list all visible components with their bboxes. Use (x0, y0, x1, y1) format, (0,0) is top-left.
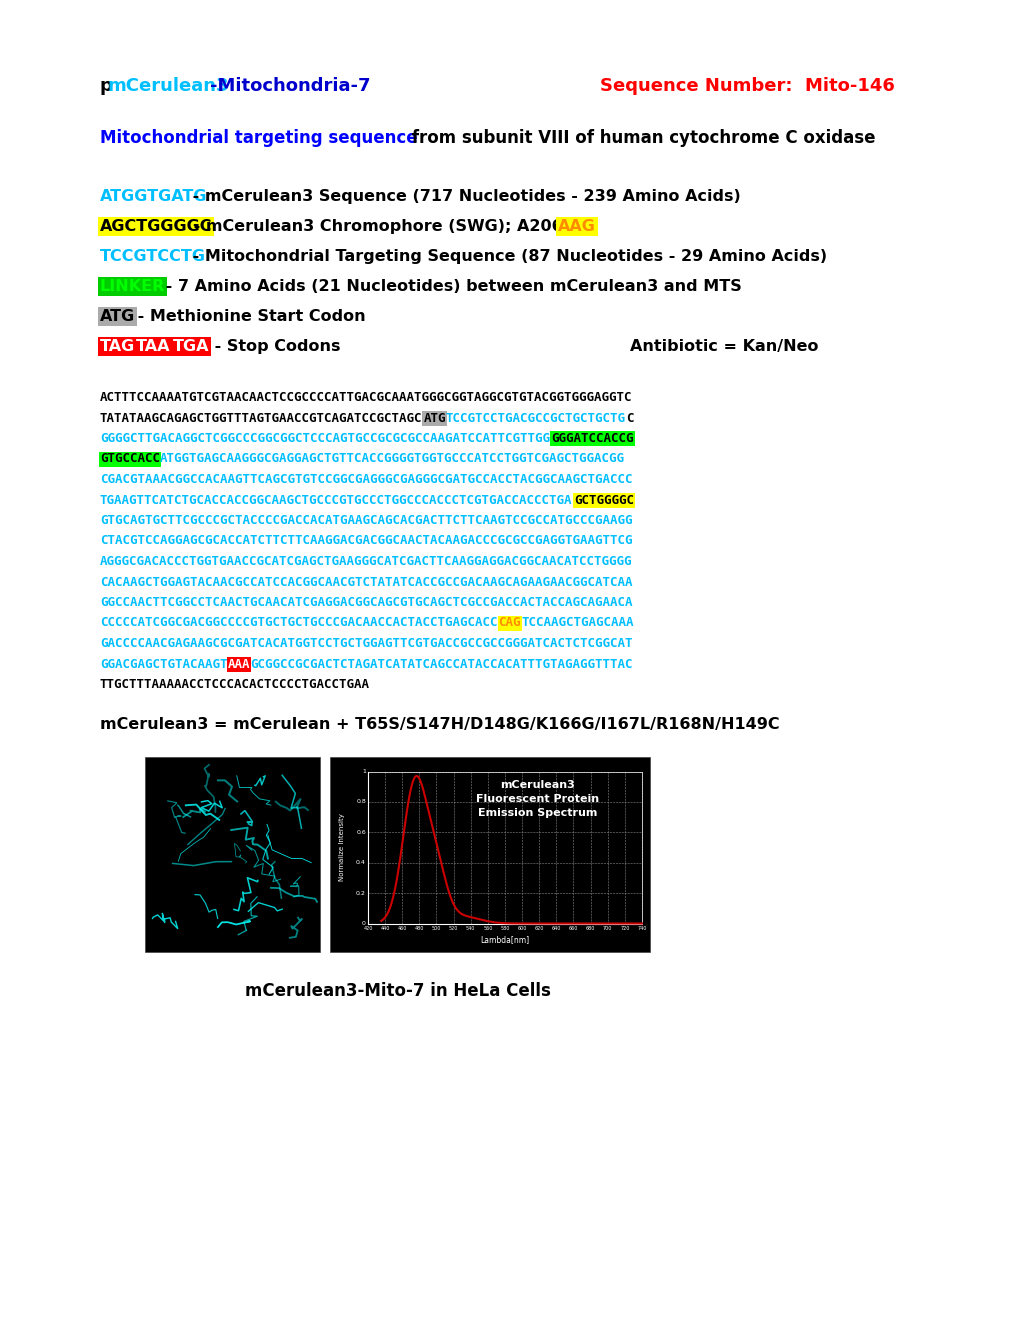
Text: GTGCAGTGCTTCGCCCGCTACCCCGACCACATGAAGCAGCACGACTTCTTCAAGTCCGCCATGCCCGAAGG: GTGCAGTGCTTCGCCCGCTACCCCGACCACATGAAGCAGC… (100, 513, 632, 527)
Text: Fluorescent Protein: Fluorescent Protein (476, 793, 599, 804)
Text: ATG: ATG (423, 412, 445, 425)
Text: 420: 420 (363, 925, 372, 931)
Text: GTGCCACC: GTGCCACC (100, 453, 160, 466)
Text: mCerulean3-Mito-7 in HeLa Cells: mCerulean3-Mito-7 in HeLa Cells (245, 982, 550, 999)
Text: ATGGTGAGCAAGGGCGAGGAGCTGTTCACCGGGGTGGTGCCCATCCTGGTCGAGCTGGACGG: ATGGTGAGCAAGGGCGAGGAGCTGTTCACCGGGGTGGTGC… (160, 453, 625, 466)
Text: - Methionine Start Codon: - Methionine Start Codon (131, 309, 365, 323)
FancyBboxPatch shape (145, 756, 320, 952)
Text: GCTGGGGC: GCTGGGGC (574, 494, 633, 507)
Text: GCGGCCGCGACTCTAGATCATATCAGCCATACCACATTTGTAGAGGTTTAC: GCGGCCGCGACTCTAGATCATATCAGCCATACCACATTTG… (250, 657, 632, 671)
Text: mCerulean3 = mCerulean + T65S/S147H/D148G/K166G/I167L/R168N/H149C: mCerulean3 = mCerulean + T65S/S147H/D148… (100, 717, 779, 731)
Text: 680: 680 (585, 925, 595, 931)
Text: Sequence Number:  Mito-146: Sequence Number: Mito-146 (599, 77, 894, 95)
Text: TGA: TGA (173, 339, 209, 354)
Text: TCCGTCCTGACGCCGCTGCTGCTG: TCCGTCCTGACGCCGCTGCTGCTG (445, 412, 626, 425)
Text: 0.4: 0.4 (356, 861, 366, 865)
Text: GGCCAACTTCGGCCTCAACTGCAACATCGAGGACGGCAGCGTGCAGCTCGCCGACCACTACCAGCAGAACA: GGCCAACTTCGGCCTCAACTGCAACATCGAGGACGGCAGC… (100, 597, 632, 609)
Text: - mCerulean3 Sequence (717 Nucleotides - 239 Amino Acids): - mCerulean3 Sequence (717 Nucleotides -… (186, 189, 740, 205)
Text: GGGGCTTGACAGGCTCGGCCCGGCGGCTCCCAGTGCCGCGCGCCAAGATCCATTCGTTGG: GGGGCTTGACAGGCTCGGCCCGGCGGCTCCCAGTGCCGCG… (100, 432, 549, 445)
Text: 520: 520 (448, 925, 458, 931)
Text: C: C (626, 412, 633, 425)
Text: TTGCTTTAAAAACCTCCCACACTCCCCTGACCTGAA: TTGCTTTAAAAACCTCCCACACTCCCCTGACCTGAA (100, 678, 370, 690)
Text: 740: 740 (637, 925, 646, 931)
Text: Mitochondrial targeting sequence: Mitochondrial targeting sequence (100, 129, 417, 147)
Text: Lambda[nm]: Lambda[nm] (480, 936, 529, 945)
Text: ATG: ATG (100, 309, 136, 323)
Text: - mCerulean3 Chromophore (SWG); A206K =: - mCerulean3 Chromophore (SWG); A206K = (187, 219, 599, 234)
Text: TCCGTCCTG: TCCGTCCTG (100, 249, 206, 264)
Text: CGACGTAAACGGCCACAAGTTCAGCGTGTCCGGCGAGGGCGAGGGCGATGCCACCTACGGCAAGCTGACCC: CGACGTAAACGGCCACAAGTTCAGCGTGTCCGGCGAGGGC… (100, 473, 632, 486)
Text: -Mitochondria-7: -Mitochondria-7 (210, 77, 370, 95)
Text: - Mitochondrial Targeting Sequence (87 Nucleotides - 29 Amino Acids): - Mitochondrial Targeting Sequence (87 N… (186, 249, 826, 264)
Text: ACTTTCCAAAATGTCGTAACAACTCCGCCCCATTGACGCAAATGGGCGGTAGGCGTGTACGGTGGGAGGTC: ACTTTCCAAAATGTCGTAACAACTCCGCCCCATTGACGCA… (100, 391, 632, 404)
Text: AGGGCGACACCCTGGTGAACCGCATCGAGCTGAAGGGCATCGACTTCAAGGAGGACGGCAACATCCTGGGG: AGGGCGACACCCTGGTGAACCGCATCGAGCTGAAGGGCAT… (100, 554, 632, 568)
Text: 560: 560 (483, 925, 492, 931)
Text: GACCCCAACGAGAAGCGCGATCACATGGTCCTGCTGGAGTTCGTGACCGCCGCCGGGATCACTCTCGGCAT: GACCCCAACGAGAAGCGCGATCACATGGTCCTGCTGGAGT… (100, 638, 632, 649)
Text: Antibiotic = Kan/Neo: Antibiotic = Kan/Neo (630, 339, 817, 354)
Text: GGGATCCACCG: GGGATCCACCG (550, 432, 633, 445)
Text: TATATAAGCAGAGCTGGTTTAGTGAACCGTCAGATCCGCTAGC: TATATAAGCAGAGCTGGTTTAGTGAACCGTCAGATCCGCT… (100, 412, 422, 425)
Text: 460: 460 (397, 925, 407, 931)
Text: Emission Spectrum: Emission Spectrum (478, 808, 597, 817)
Text: 1: 1 (362, 770, 366, 774)
Text: AAA: AAA (227, 657, 250, 671)
Text: LINKER: LINKER (100, 279, 165, 294)
Text: - 7 Amino Acids (21 Nucleotides) between mCerulean3 and MTS: - 7 Amino Acids (21 Nucleotides) between… (160, 279, 741, 294)
Text: CAG: CAG (498, 616, 521, 630)
Text: p: p (100, 77, 113, 95)
Text: CCCCCATCGGCGACGGCCCCGTGCTGCTGCCCGACAACCACTACCTGAGCACC: CCCCCATCGGCGACGGCCCCGTGCTGCTGCCCGACAACCA… (100, 616, 497, 630)
Text: CTACGTCCAGGAGCGCACCATCTTCTTCAAGGACGACGGCAACTACAAGACCCGCGCCGAGGTGAAGTTCG: CTACGTCCAGGAGCGCACCATCTTCTTCAAGGACGACGGC… (100, 535, 632, 548)
Text: 540: 540 (466, 925, 475, 931)
Text: 0.2: 0.2 (356, 891, 366, 895)
Text: TCCAAGCTGAGCAAA: TCCAAGCTGAGCAAA (521, 616, 633, 630)
Text: 640: 640 (551, 925, 560, 931)
FancyBboxPatch shape (330, 756, 649, 952)
Text: 720: 720 (620, 925, 629, 931)
Text: AGCTGGGGC: AGCTGGGGC (100, 219, 212, 234)
Text: mCerulean3: mCerulean3 (500, 780, 575, 789)
Text: - Stop Codons: - Stop Codons (209, 339, 340, 354)
Text: 580: 580 (500, 925, 510, 931)
Text: GGACGAGCTGTACAAGT: GGACGAGCTGTACAAGT (100, 657, 227, 671)
Text: AAG: AAG (557, 219, 595, 234)
Text: ATGGTGATG: ATGGTGATG (100, 189, 207, 205)
Text: 620: 620 (534, 925, 543, 931)
Text: TAA: TAA (136, 339, 170, 354)
Text: 660: 660 (569, 925, 578, 931)
Text: 440: 440 (380, 925, 389, 931)
Text: 500: 500 (431, 925, 441, 931)
Text: Normalize Intensity: Normalize Intensity (338, 813, 344, 882)
Text: 480: 480 (415, 925, 424, 931)
Text: from subunit VIII of human cytochrome C oxidase: from subunit VIII of human cytochrome C … (406, 129, 874, 147)
Text: 0: 0 (362, 921, 366, 927)
Text: 0.6: 0.6 (356, 830, 366, 834)
Text: 600: 600 (517, 925, 526, 931)
Text: 0.8: 0.8 (356, 800, 366, 804)
Text: mCerulean3: mCerulean3 (108, 77, 229, 95)
Text: 700: 700 (602, 925, 611, 931)
Text: TGAAGTTCATCTGCACCACCGGCAAGCTGCCCGTGCCCTGGCCCACCCTCGTGACCACCCTGA: TGAAGTTCATCTGCACCACCGGCAAGCTGCCCGTGCCCTG… (100, 494, 572, 507)
Text: TAG: TAG (100, 339, 136, 354)
Text: CACAAGCTGGAGTACAACGCCATCCACGGCAACGTCTATATCACCGCCGACAAGCAGAAGAACGGCATCAA: CACAAGCTGGAGTACAACGCCATCCACGGCAACGTCTATA… (100, 576, 632, 589)
